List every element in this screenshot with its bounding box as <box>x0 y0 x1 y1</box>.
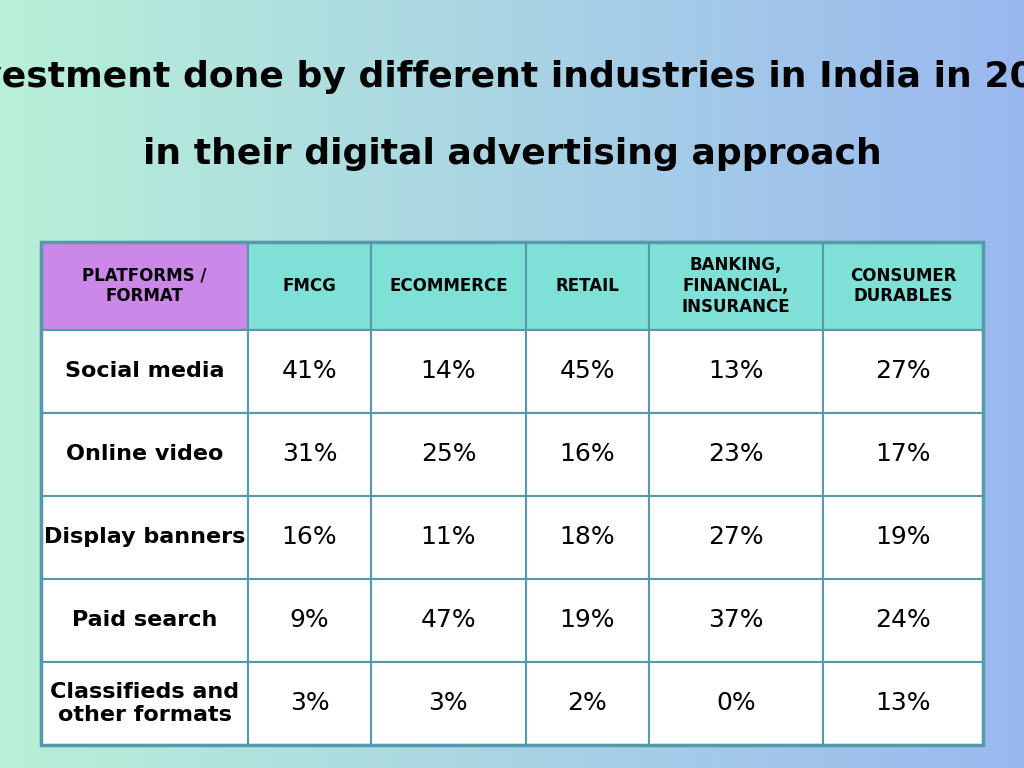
Text: 14%: 14% <box>421 359 476 383</box>
Text: 19%: 19% <box>560 608 615 633</box>
Bar <box>371 242 526 330</box>
Bar <box>648 496 823 579</box>
Bar <box>371 330 526 413</box>
Bar <box>823 579 983 662</box>
Bar <box>371 496 526 579</box>
Text: Social media: Social media <box>65 362 224 382</box>
Bar <box>248 242 371 330</box>
Text: Display banners: Display banners <box>44 528 246 548</box>
Text: 13%: 13% <box>876 691 931 716</box>
Text: FMCG: FMCG <box>283 277 337 295</box>
Bar <box>371 579 526 662</box>
Bar <box>248 579 371 662</box>
Bar <box>41 242 248 330</box>
Bar <box>41 242 983 745</box>
Text: Paid search: Paid search <box>72 611 217 631</box>
Bar <box>648 242 823 330</box>
Bar <box>526 496 648 579</box>
Text: 13%: 13% <box>708 359 764 383</box>
Text: 19%: 19% <box>876 525 931 549</box>
Bar <box>371 413 526 496</box>
Bar <box>41 496 248 579</box>
Text: 24%: 24% <box>876 608 931 633</box>
Bar <box>823 662 983 745</box>
Text: 9%: 9% <box>290 608 330 633</box>
Bar <box>248 496 371 579</box>
Text: 17%: 17% <box>876 442 931 466</box>
Bar <box>823 242 983 330</box>
Bar <box>823 330 983 413</box>
Bar <box>41 330 248 413</box>
Bar <box>648 662 823 745</box>
Bar <box>371 662 526 745</box>
Text: Investment done by different industries in India in 2021: Investment done by different industries … <box>0 60 1024 94</box>
Text: ECOMMERCE: ECOMMERCE <box>389 277 508 295</box>
Bar <box>823 496 983 579</box>
Text: Online video: Online video <box>66 445 223 465</box>
Text: in their digital advertising approach: in their digital advertising approach <box>142 137 882 170</box>
Text: 16%: 16% <box>282 525 337 549</box>
Text: Classifieds and
other formats: Classifieds and other formats <box>50 682 240 725</box>
Bar <box>648 579 823 662</box>
Text: 23%: 23% <box>708 442 764 466</box>
Bar <box>41 413 248 496</box>
Text: 37%: 37% <box>708 608 764 633</box>
Text: 2%: 2% <box>567 691 607 716</box>
Text: 41%: 41% <box>282 359 337 383</box>
Text: CONSUMER
DURABLES: CONSUMER DURABLES <box>850 266 956 306</box>
Text: 27%: 27% <box>876 359 931 383</box>
Bar <box>823 413 983 496</box>
Text: BANKING,
FINANCIAL,
INSURANCE: BANKING, FINANCIAL, INSURANCE <box>681 257 791 316</box>
Bar <box>526 662 648 745</box>
Bar <box>248 330 371 413</box>
Text: 0%: 0% <box>716 691 756 716</box>
Text: 31%: 31% <box>282 442 337 466</box>
Text: 18%: 18% <box>559 525 615 549</box>
Text: 3%: 3% <box>290 691 330 716</box>
Text: PLATFORMS /
FORMAT: PLATFORMS / FORMAT <box>82 266 207 306</box>
Bar <box>41 579 248 662</box>
Text: 16%: 16% <box>559 442 615 466</box>
Text: 3%: 3% <box>429 691 468 716</box>
Bar <box>526 579 648 662</box>
Bar <box>648 330 823 413</box>
Bar <box>248 413 371 496</box>
Bar <box>248 662 371 745</box>
Bar <box>526 413 648 496</box>
Text: 27%: 27% <box>708 525 764 549</box>
Bar <box>41 662 248 745</box>
Bar <box>648 413 823 496</box>
Text: RETAIL: RETAIL <box>555 277 620 295</box>
Text: 25%: 25% <box>421 442 476 466</box>
Bar <box>526 242 648 330</box>
Text: 11%: 11% <box>421 525 476 549</box>
Text: 47%: 47% <box>421 608 476 633</box>
Bar <box>526 330 648 413</box>
Text: 45%: 45% <box>560 359 615 383</box>
